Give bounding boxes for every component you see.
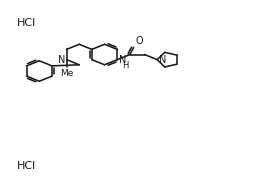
Text: N: N: [119, 55, 127, 65]
Text: N: N: [58, 55, 65, 65]
Text: H: H: [122, 61, 129, 70]
Text: Me: Me: [60, 69, 73, 78]
Text: N: N: [158, 55, 166, 65]
Text: O: O: [135, 36, 143, 46]
Text: HCl: HCl: [17, 18, 36, 28]
Text: HCl: HCl: [17, 161, 36, 171]
